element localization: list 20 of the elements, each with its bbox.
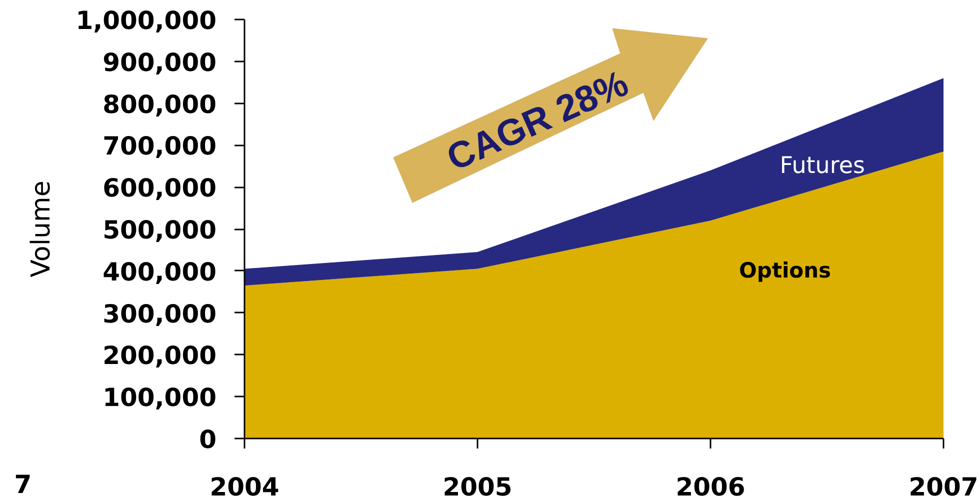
text: 7 [14,470,32,499]
y-tick-label: 400,000 [102,257,217,286]
y-tick-label: 600,000 [102,174,217,203]
y-tick-label: 200,000 [102,341,217,370]
y-tick-label: 300,000 [102,299,217,328]
y-tick-label: 900,000 [102,48,217,77]
x-tick-label: 2005 [442,472,512,502]
series-label: Futures [780,152,865,179]
series-label: Options [739,258,832,282]
x-tick-label: 2007 [908,472,978,502]
y-tick-label: 500,000 [102,216,217,244]
y-tick-label: 700,000 [102,132,217,161]
y-tick-label: 1,000,000 [76,6,217,35]
x-tick-label: 2004 [210,472,280,502]
annotation: CAGR 28% [440,62,634,179]
y-tick-label: 800,000 [102,90,217,119]
y-axis-title: Volume [26,180,57,278]
y-tick-label: 0 [199,425,217,454]
y-tick-label: 100,000 [102,383,217,412]
x-tick-label: 2006 [676,472,746,502]
